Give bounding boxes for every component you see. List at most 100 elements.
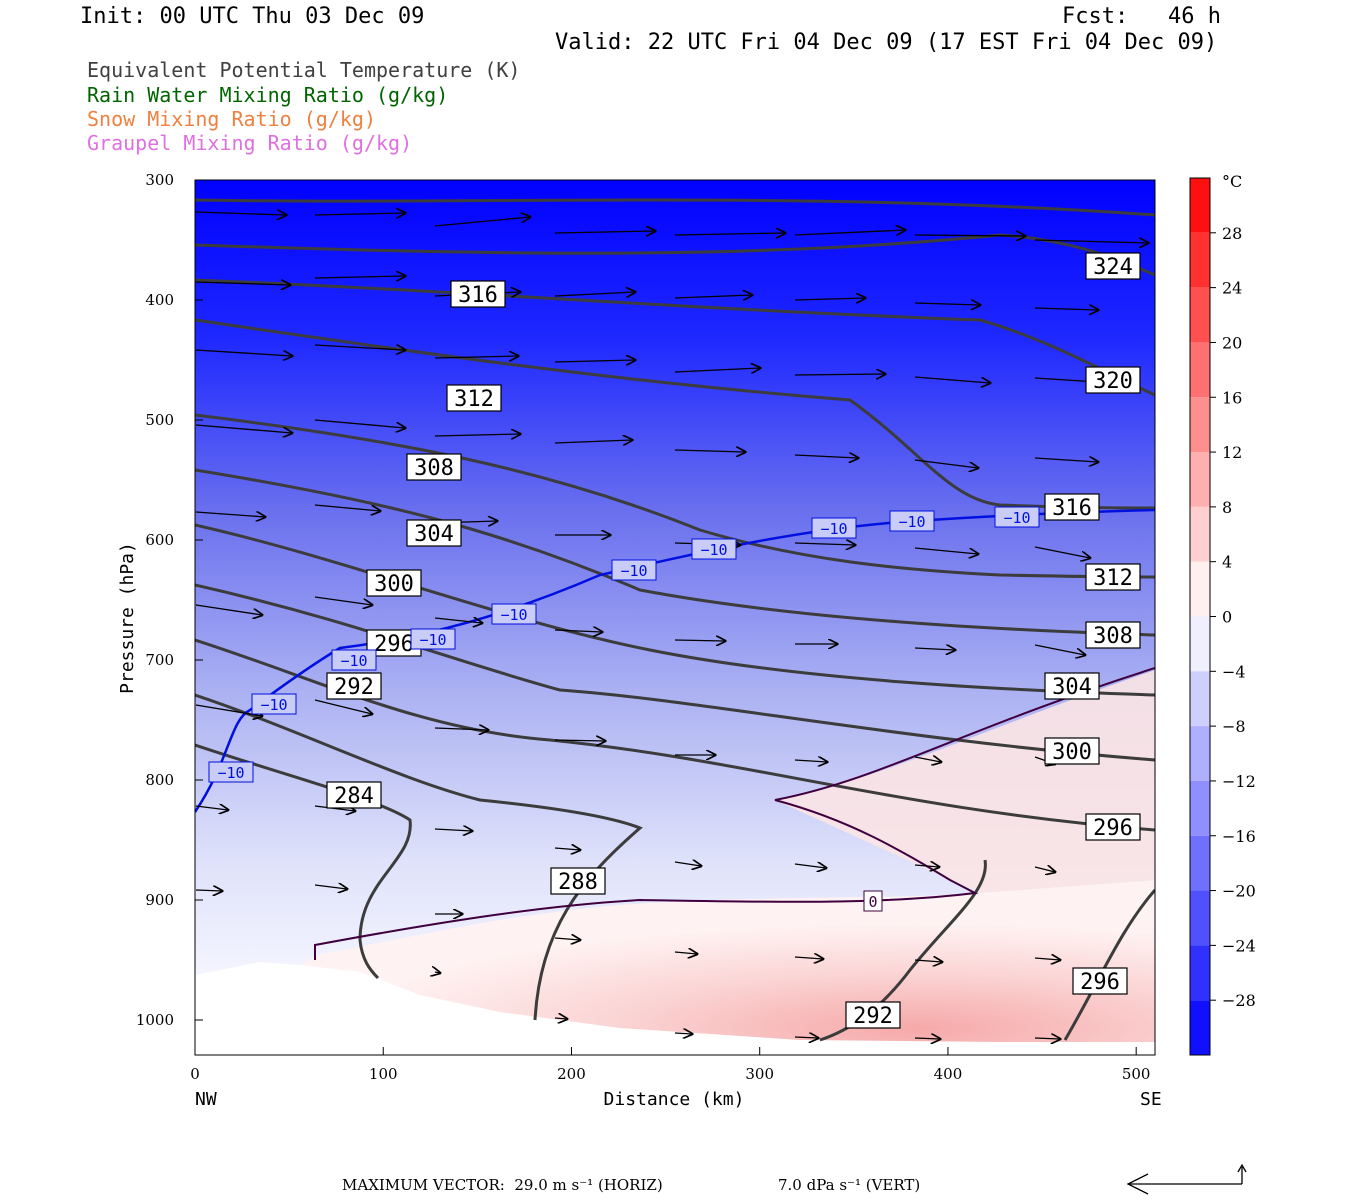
theta-e-label-box — [1072, 967, 1128, 995]
colorbar-tick-label: 24 — [1222, 279, 1242, 298]
wind-vector — [314, 419, 405, 428]
x-tick-label: 100 — [369, 1065, 398, 1083]
isotherm-label-box — [994, 506, 1040, 528]
theta-e-label-box — [406, 453, 462, 481]
wind-vector — [674, 450, 745, 452]
theta-e-label-box — [1085, 563, 1141, 591]
theta-e-label-box — [1044, 493, 1100, 521]
wind-vector — [434, 829, 472, 831]
colorbar-tick-label: −4 — [1222, 662, 1246, 681]
isotherm-label-box — [811, 517, 857, 539]
wind-vector — [794, 298, 865, 300]
wind-vector — [1034, 240, 1148, 243]
wind-vector — [554, 630, 602, 632]
y-axis-label: Pressure (hPa) — [117, 542, 138, 694]
wind-vector — [914, 547, 978, 554]
theta-e-label-box — [1044, 672, 1100, 700]
colorbar-tick-label: −16 — [1222, 827, 1256, 846]
wind-vector — [674, 640, 725, 641]
wind-vector — [794, 760, 827, 762]
y-tick-label: 1000 — [136, 1011, 174, 1029]
wind-vector — [914, 865, 939, 867]
y-tick-label: 300 — [145, 171, 174, 189]
wind-vector — [195, 212, 286, 215]
colorbar-segment — [1190, 178, 1210, 233]
isotherm-label-box — [611, 559, 657, 581]
max-vector-vert: 7.0 dPa s⁻¹ (VERT) — [778, 1176, 921, 1194]
colorbar-segment — [1190, 726, 1210, 781]
isotherm-label: −10 — [419, 631, 446, 649]
wind-vector — [554, 848, 580, 850]
max-vector-horiz: MAXIMUM VECTOR: 29.0 m s⁻¹ (HORIZ) — [342, 1176, 663, 1194]
theta-e-line — [195, 693, 643, 1021]
y-tick-label: 600 — [145, 531, 174, 549]
colorbar-tick-label: 20 — [1222, 333, 1242, 352]
wind-vector — [434, 434, 520, 436]
theta-e-label: 296 — [1080, 970, 1120, 995]
colorbar-segment — [1190, 1000, 1210, 1055]
theta-e-label: 304 — [414, 522, 454, 547]
zero-isotherm-label-box — [863, 890, 883, 912]
isotherm-label-box — [208, 761, 254, 783]
init-time: Init: 00 UTC Thu 03 Dec 09 — [80, 4, 425, 29]
theta-e-line — [195, 583, 1155, 762]
theta-e-label: 312 — [454, 387, 494, 412]
theta-e-label-box — [326, 672, 382, 700]
theta-e-label: 316 — [458, 283, 498, 308]
theta-e-label: 300 — [374, 572, 414, 597]
theta-e-label: 288 — [558, 870, 598, 895]
theta-e-label: 292 — [853, 1004, 893, 1029]
terrain — [195, 962, 1155, 1055]
x-axis-label: Distance (km) — [604, 1089, 745, 1110]
wind-vector — [794, 864, 826, 868]
isotherm-label-box — [691, 538, 737, 560]
isotherm-label: −10 — [700, 541, 727, 559]
colorbar-tick-label: 8 — [1222, 498, 1232, 517]
colorbar-segment — [1190, 232, 1210, 288]
wind-vector — [195, 282, 290, 285]
x-tick-label: 0 — [190, 1065, 200, 1083]
wind-vector — [195, 512, 265, 517]
theta-e-label: 296 — [374, 632, 414, 657]
theta-e-line — [195, 468, 1155, 637]
theta-e-label-box — [1085, 366, 1141, 394]
colorbar-tick-label: −24 — [1222, 936, 1256, 955]
theta-e-label: 324 — [1093, 255, 1133, 280]
colorbar-tick-label: 28 — [1222, 224, 1242, 243]
wind-vector — [794, 374, 885, 375]
theta-e-line — [195, 523, 1155, 697]
wind-vector — [195, 704, 262, 716]
isotherm-label: −10 — [620, 562, 647, 580]
x-tick-label: 400 — [934, 1065, 963, 1083]
theta-e-label: 316 — [1052, 496, 1092, 521]
wind-vector — [1034, 1038, 1060, 1039]
wind-vector — [914, 960, 942, 962]
max-vector-label: MAXIMUM VECTOR: — [342, 1176, 505, 1194]
wind-vector — [314, 504, 380, 511]
wind-vector — [314, 596, 372, 605]
forecast-hour: Fcst: 46 h — [1062, 4, 1221, 29]
wind-vector — [914, 648, 955, 650]
colorbar-tick-label: −12 — [1222, 772, 1256, 791]
theta-e-label: 284 — [334, 784, 374, 809]
isotherm-label: −10 — [1003, 509, 1030, 527]
colorbar-tick-label: 12 — [1222, 443, 1242, 462]
wind-vector — [794, 543, 855, 545]
colorbar-segment — [1190, 671, 1210, 727]
isotherm-label: −10 — [340, 652, 367, 670]
wind-vector — [914, 1038, 940, 1039]
minus10-isotherm — [195, 508, 1155, 813]
colorbar-segment — [1190, 452, 1210, 507]
wind-vector — [674, 1033, 692, 1034]
theta-e-line — [195, 638, 1155, 832]
wind-vector — [554, 440, 632, 443]
wind-vector — [914, 459, 978, 468]
colorbar-segment — [1190, 506, 1210, 562]
isotherm-label-box — [331, 649, 377, 671]
wind-vector — [1034, 308, 1098, 310]
wind-vector — [314, 276, 405, 278]
theta-e-line — [195, 413, 1155, 579]
valid-time: Valid: 22 UTC Fri 04 Dec 09 (17 EST Fri … — [555, 30, 1218, 55]
isotherm-label-box — [491, 603, 537, 625]
field-label-rain: Rain Water Mixing Ratio (g/kg) — [87, 83, 449, 107]
